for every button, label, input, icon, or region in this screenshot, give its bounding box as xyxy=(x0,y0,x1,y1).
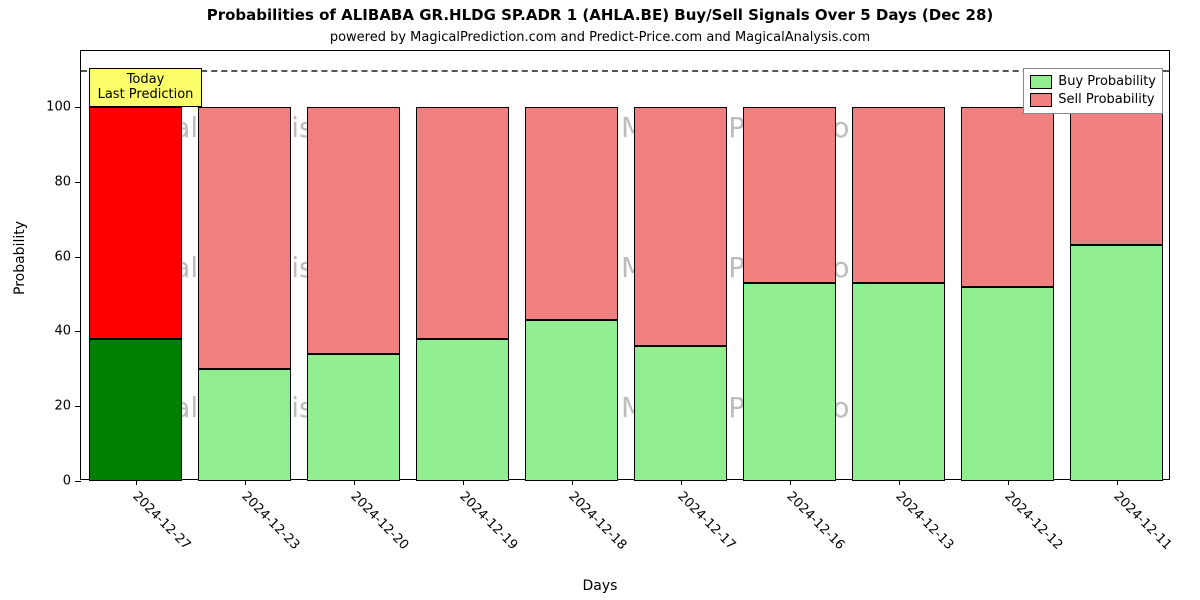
x-tick-label: 2024-12-12 xyxy=(1001,489,1065,553)
bar-buy xyxy=(307,354,401,481)
legend-swatch-sell xyxy=(1030,93,1052,107)
bar-buy xyxy=(198,369,292,481)
bar-sell xyxy=(634,107,728,346)
y-axis-label: Probability xyxy=(12,221,28,295)
bar-sell xyxy=(525,107,619,320)
y-tick-label: 100 xyxy=(46,100,81,115)
y-tick-label: 40 xyxy=(54,324,81,339)
today-annotation: Today Last Prediction xyxy=(89,68,203,107)
legend-label-buy: Buy Probability xyxy=(1058,73,1156,91)
chart-container: Probabilities of ALIBABA GR.HLDG SP.ADR … xyxy=(0,0,1200,600)
x-tick-label: 2024-12-11 xyxy=(1110,489,1174,553)
legend: Buy Probability Sell Probability xyxy=(1023,68,1163,114)
x-tick-label: 2024-12-20 xyxy=(347,489,411,553)
x-tick-label: 2024-12-19 xyxy=(456,489,520,553)
chart-subtitle: powered by MagicalPrediction.com and Pre… xyxy=(0,30,1200,45)
bar-buy xyxy=(743,283,837,481)
reference-line xyxy=(81,70,1169,72)
bar-buy xyxy=(634,346,728,481)
bar-buy xyxy=(1070,245,1164,481)
legend-row-sell: Sell Probability xyxy=(1030,91,1156,109)
today-line1: Today xyxy=(96,72,196,88)
legend-label-sell: Sell Probability xyxy=(1058,91,1154,109)
plot-area: MagicalAnalysis.com MagicalPrediction.co… xyxy=(80,50,1170,480)
bar-sell xyxy=(307,107,401,354)
x-tick-label: 2024-12-18 xyxy=(565,489,629,553)
bar-sell xyxy=(1070,107,1164,245)
bar-sell xyxy=(852,107,946,283)
x-tick-label: 2024-12-16 xyxy=(783,489,847,553)
x-tick-label: 2024-12-13 xyxy=(892,489,956,553)
bar-buy xyxy=(525,320,619,481)
x-axis-label: Days xyxy=(0,578,1200,594)
bar-sell xyxy=(198,107,292,369)
x-tick-label: 2024-12-27 xyxy=(129,489,193,553)
today-line2: Last Prediction xyxy=(96,87,196,103)
y-tick-label: 80 xyxy=(54,174,81,189)
y-tick-label: 0 xyxy=(63,474,81,489)
bar-sell xyxy=(416,107,510,339)
bar-sell xyxy=(89,107,183,339)
bar-buy xyxy=(961,287,1055,481)
legend-row-buy: Buy Probability xyxy=(1030,73,1156,91)
x-tick-label: 2024-12-23 xyxy=(238,489,302,553)
bar-buy xyxy=(852,283,946,481)
y-tick-label: 60 xyxy=(54,249,81,264)
x-tick-label: 2024-12-17 xyxy=(674,489,738,553)
bar-sell xyxy=(961,107,1055,286)
bar-buy xyxy=(416,339,510,481)
chart-title: Probabilities of ALIBABA GR.HLDG SP.ADR … xyxy=(0,6,1200,24)
y-tick-label: 20 xyxy=(54,399,81,414)
legend-swatch-buy xyxy=(1030,75,1052,89)
bar-buy xyxy=(89,339,183,481)
bar-sell xyxy=(743,107,837,283)
